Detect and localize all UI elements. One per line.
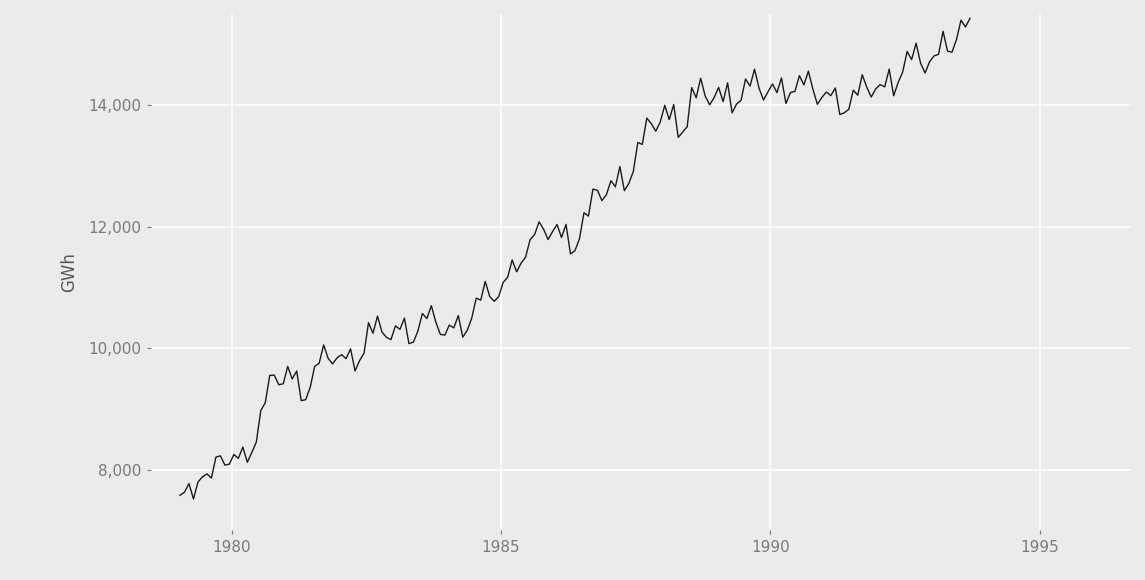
Y-axis label: GWh: GWh <box>60 252 78 292</box>
